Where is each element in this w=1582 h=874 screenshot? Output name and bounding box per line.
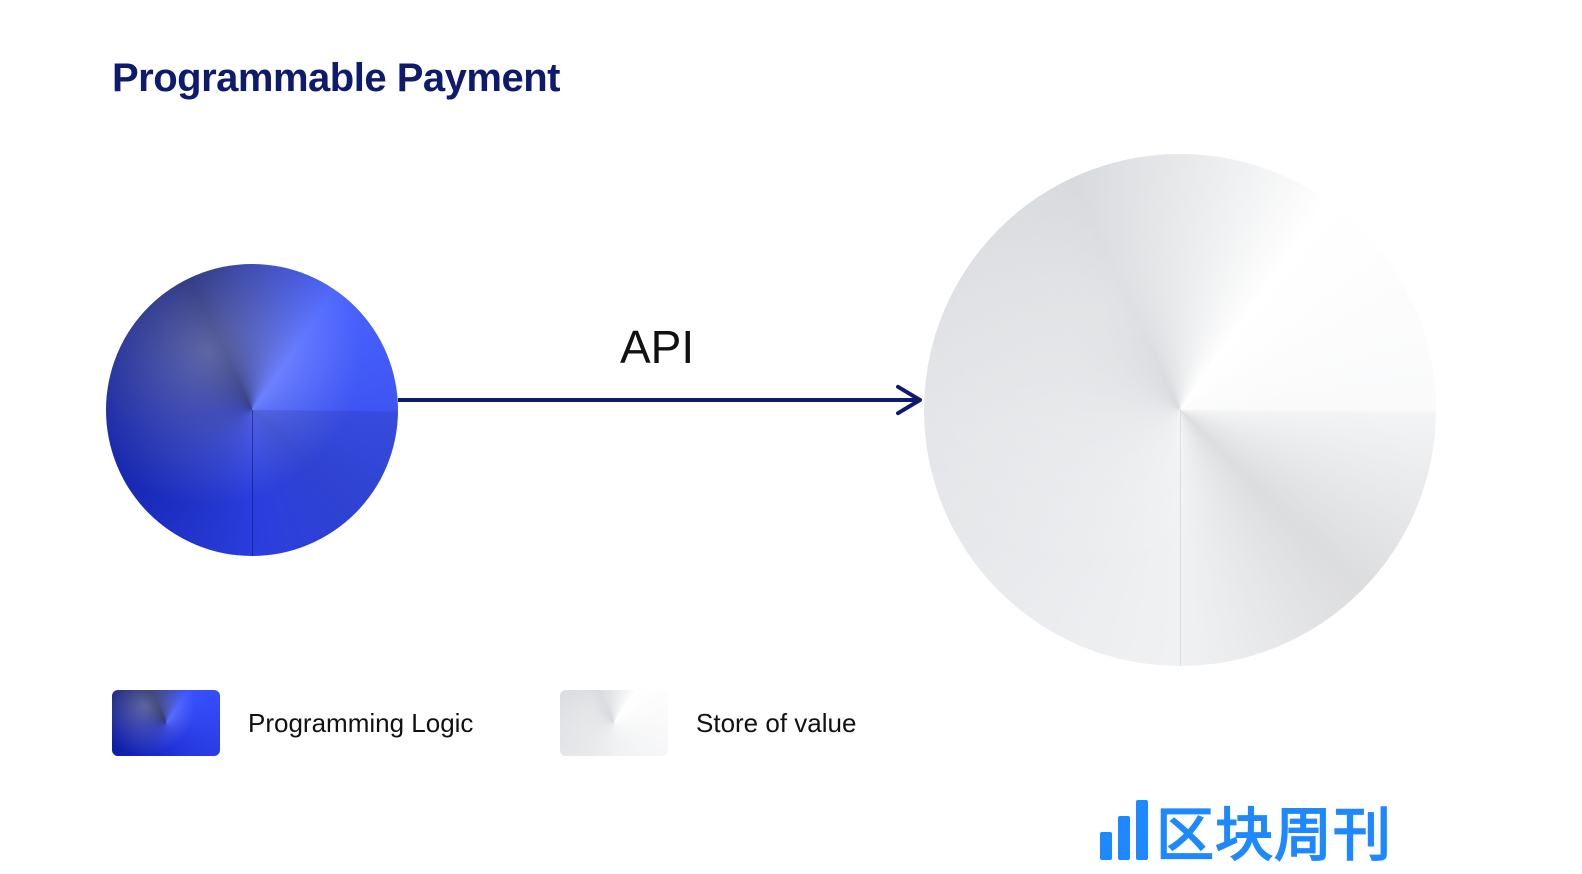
pie-cut-line	[1180, 410, 1181, 666]
legend-swatch-programming-logic	[112, 690, 220, 756]
watermark-bar	[1100, 832, 1112, 860]
legend-item-programming-logic: Programming Logic	[112, 690, 473, 756]
legend-swatch-store-of-value	[560, 690, 668, 756]
legend-label: Store of value	[696, 708, 856, 739]
pie-cut-line	[252, 410, 253, 556]
legend-item-store-of-value: Store of value	[560, 690, 856, 756]
diagram-stage: Programmable Payment API Programming Log…	[0, 0, 1582, 874]
legend-label: Programming Logic	[248, 708, 473, 739]
watermark-bars-icon	[1100, 800, 1148, 860]
arrow-label-api: API	[620, 320, 694, 374]
watermark-text: 区块周刊	[1156, 788, 1392, 872]
watermark-logo: 区块周刊	[1100, 788, 1392, 872]
store-of-value-node	[924, 154, 1436, 666]
watermark-bar	[1136, 800, 1148, 860]
programming-logic-node	[106, 264, 398, 556]
api-arrow	[394, 374, 946, 426]
page-title: Programmable Payment	[112, 56, 560, 101]
watermark-bar	[1118, 816, 1130, 860]
